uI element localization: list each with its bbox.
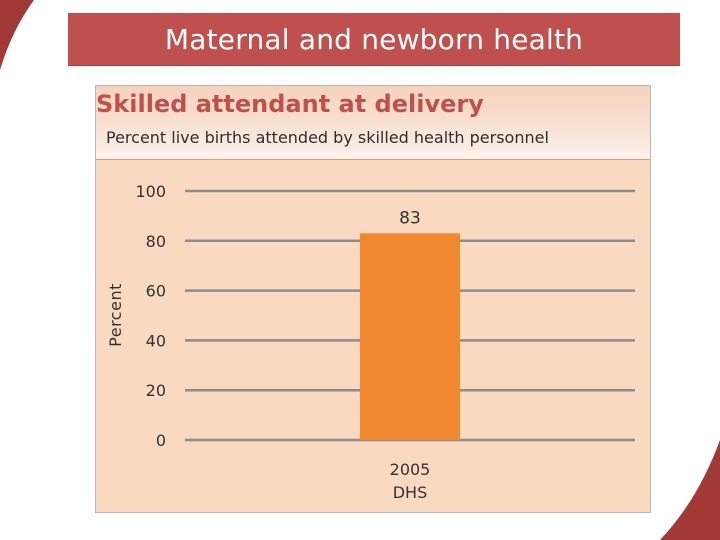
- x-tick-label: 2005: [390, 460, 431, 479]
- x-tick-label: DHS: [393, 483, 428, 502]
- corner-decoration-bottom-right: [660, 440, 720, 540]
- y-tick-label: 0: [156, 431, 166, 450]
- y-tick-label: 40: [146, 331, 166, 350]
- y-tick-label: 100: [135, 182, 166, 201]
- slide-title: Maternal and newborn health: [164, 22, 584, 56]
- chart-subtitle: Percent live births attended by skilled …: [106, 128, 549, 147]
- y-tick-label: 60: [146, 282, 166, 301]
- chart-title: Skilled attendant at delivery: [96, 90, 484, 118]
- data-label: 83: [399, 208, 421, 228]
- slide-title-banner: Maternal and newborn health: [68, 13, 680, 66]
- bar: [360, 233, 460, 440]
- bar-chart: 0 20 40 60 80 100 Percent 83 2005 DHS: [106, 182, 635, 502]
- chart-header: Skilled attendant at delivery Percent li…: [96, 86, 650, 160]
- y-tick-label: 20: [146, 381, 166, 400]
- y-tick-label: 80: [146, 232, 166, 251]
- chart-panel: Skilled attendant at delivery Percent li…: [95, 85, 651, 513]
- y-axis-label: Percent: [106, 283, 125, 347]
- corner-decoration-top-left: [0, 0, 34, 70]
